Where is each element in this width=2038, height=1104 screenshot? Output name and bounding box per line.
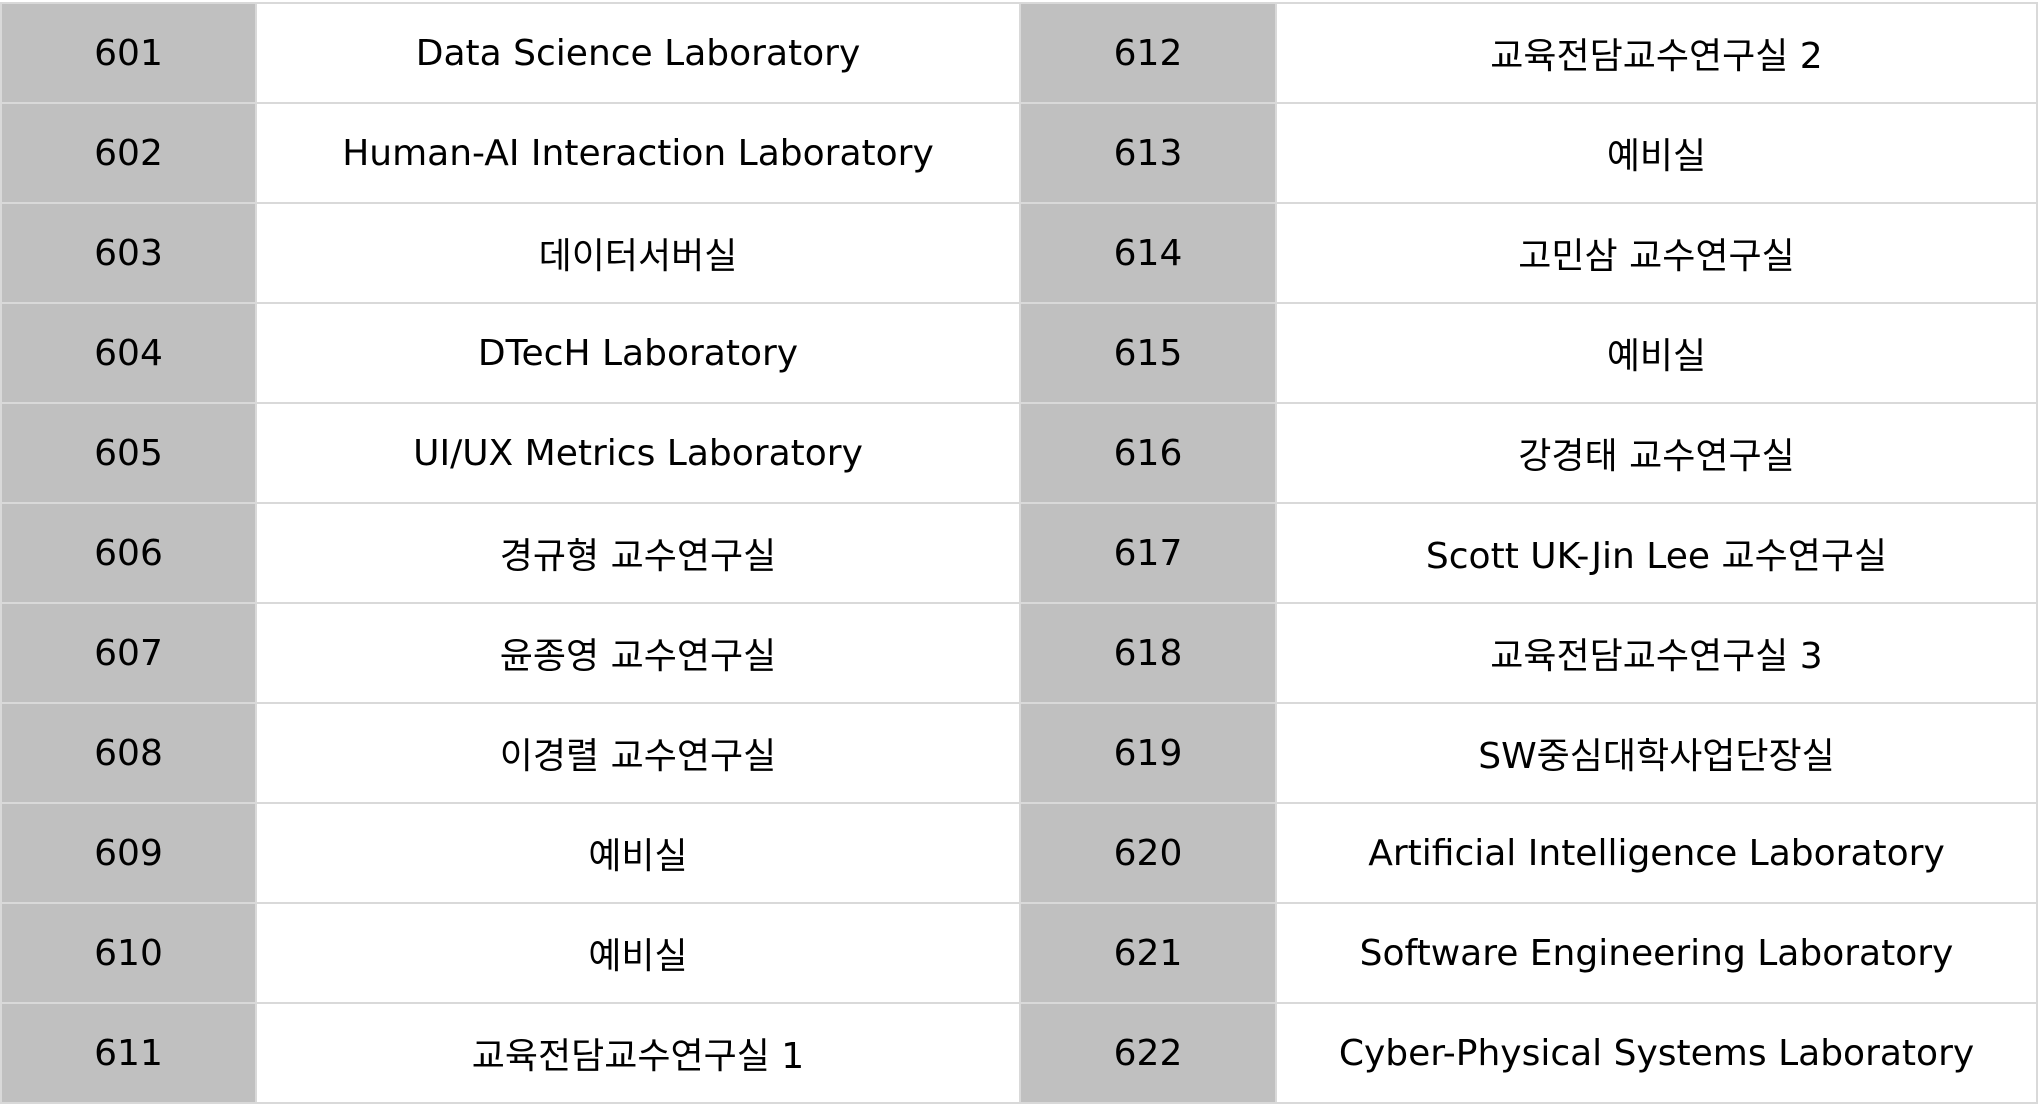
room-name-cell: 예비실 bbox=[1275, 302, 2038, 404]
room-number-cell: 611 bbox=[0, 1002, 257, 1104]
table-row: 603 데이터서버실 614 고민삼 교수연구실 bbox=[0, 202, 2038, 304]
room-number-cell: 620 bbox=[1019, 802, 1277, 904]
room-number-cell: 621 bbox=[1019, 902, 1277, 1004]
table-row: 608 이경렬 교수연구실 619 SW중심대학사업단장실 bbox=[0, 702, 2038, 804]
room-name-cell: 경규형 교수연구실 bbox=[255, 502, 1021, 604]
table-row: 604 DTecH Laboratory 615 예비실 bbox=[0, 302, 2038, 404]
room-number-cell: 607 bbox=[0, 602, 257, 704]
room-name-cell: 고민삼 교수연구실 bbox=[1275, 202, 2038, 304]
room-number-cell: 606 bbox=[0, 502, 257, 604]
table-row: 605 UI/UX Metrics Laboratory 616 강경태 교수연… bbox=[0, 402, 2038, 504]
room-number-cell: 604 bbox=[0, 302, 257, 404]
room-name-cell: Data Science Laboratory bbox=[255, 2, 1021, 104]
room-name-cell: 교육전담교수연구실 3 bbox=[1275, 602, 2038, 704]
room-number-cell: 609 bbox=[0, 802, 257, 904]
room-number-cell: 615 bbox=[1019, 302, 1277, 404]
table-row: 610 예비실 621 Software Engineering Laborat… bbox=[0, 902, 2038, 1004]
room-number-cell: 618 bbox=[1019, 602, 1277, 704]
room-name-cell: 예비실 bbox=[255, 802, 1021, 904]
room-name-cell: 예비실 bbox=[255, 902, 1021, 1004]
table-row: 609 예비실 620 Artificial Intelligence Labo… bbox=[0, 802, 2038, 904]
room-name-cell: 강경태 교수연구실 bbox=[1275, 402, 2038, 504]
room-name-cell: UI/UX Metrics Laboratory bbox=[255, 402, 1021, 504]
room-number-cell: 610 bbox=[0, 902, 257, 1004]
room-name-cell: 교육전담교수연구실 2 bbox=[1275, 2, 2038, 104]
room-name-cell: Cyber-Physical Systems Laboratory bbox=[1275, 1002, 2038, 1104]
room-name-cell: 데이터서버실 bbox=[255, 202, 1021, 304]
room-name-cell: SW중심대학사업단장실 bbox=[1275, 702, 2038, 804]
room-name-cell: Human-AI Interaction Laboratory bbox=[255, 102, 1021, 204]
room-name-cell: Scott UK-Jin Lee 교수연구실 bbox=[1275, 502, 2038, 604]
room-number-cell: 602 bbox=[0, 102, 257, 204]
room-number-cell: 619 bbox=[1019, 702, 1277, 804]
table-row: 606 경규형 교수연구실 617 Scott UK-Jin Lee 교수연구실 bbox=[0, 502, 2038, 604]
table-row: 601 Data Science Laboratory 612 교육전담교수연구… bbox=[0, 2, 2038, 104]
room-number-cell: 601 bbox=[0, 2, 257, 104]
room-number-cell: 605 bbox=[0, 402, 257, 504]
room-number-cell: 622 bbox=[1019, 1002, 1277, 1104]
table-row: 611 교육전담교수연구실 1 622 Cyber-Physical Syste… bbox=[0, 1002, 2038, 1104]
table-row: 602 Human-AI Interaction Laboratory 613 … bbox=[0, 102, 2038, 204]
room-number-cell: 608 bbox=[0, 702, 257, 804]
room-name-cell: 윤종영 교수연구실 bbox=[255, 602, 1021, 704]
room-name-cell: Software Engineering Laboratory bbox=[1275, 902, 2038, 1004]
table-row: 607 윤종영 교수연구실 618 교육전담교수연구실 3 bbox=[0, 602, 2038, 704]
room-name-cell: 이경렬 교수연구실 bbox=[255, 702, 1021, 804]
room-name-cell: 예비실 bbox=[1275, 102, 2038, 204]
room-number-cell: 612 bbox=[1019, 2, 1277, 104]
room-number-cell: 613 bbox=[1019, 102, 1277, 204]
room-number-cell: 617 bbox=[1019, 502, 1277, 604]
room-name-cell: Artificial Intelligence Laboratory bbox=[1275, 802, 2038, 904]
room-name-cell: 교육전담교수연구실 1 bbox=[255, 1002, 1021, 1104]
room-number-cell: 614 bbox=[1019, 202, 1277, 304]
room-name-cell: DTecH Laboratory bbox=[255, 302, 1021, 404]
room-number-cell: 603 bbox=[0, 202, 257, 304]
room-number-cell: 616 bbox=[1019, 402, 1277, 504]
